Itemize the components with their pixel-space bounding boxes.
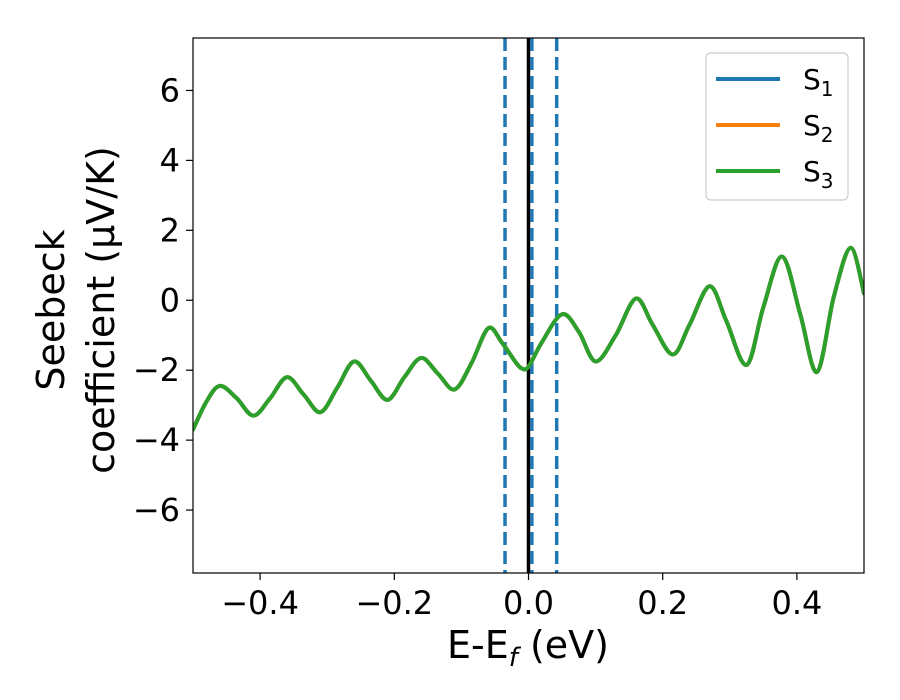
- y-tick-label: −4: [133, 421, 180, 459]
- y-axis-label-line2: coefficient (μV/K): [79, 146, 123, 474]
- y-tick-label: 6: [160, 71, 180, 109]
- y-axis-ticks: −6 −4 −2 0 2 4 6: [133, 71, 193, 529]
- y-tick-label: 2: [160, 211, 180, 249]
- legend-label-s1: S1: [803, 63, 834, 101]
- series-line-s3: [193, 245, 864, 432]
- y-axis-label-line1: Seebeck: [29, 229, 73, 390]
- x-tick-label: 0.0: [503, 584, 554, 622]
- legend-label-s2: S2: [803, 109, 834, 147]
- y-tick-label: 0: [160, 281, 180, 319]
- x-tick-label: −0.2: [355, 584, 433, 622]
- y-tick-label: 4: [160, 141, 180, 179]
- y-tick-label: −6: [133, 491, 180, 529]
- x-tick-label: 0.4: [771, 584, 822, 622]
- x-tick-label: −0.4: [221, 584, 299, 622]
- x-axis-label: E-Ef (eV): [447, 623, 609, 673]
- y-tick-label: −2: [133, 351, 180, 389]
- legend-label-s3: S3: [803, 155, 834, 193]
- x-tick-label: 0.2: [637, 584, 688, 622]
- reference-lines: [503, 38, 559, 573]
- y-axis-label: Seebeck coefficient (μV/K): [29, 146, 123, 474]
- series-lines: [193, 245, 864, 432]
- x-axis-ticks: −0.4 −0.2 0.0 0.2 0.4: [221, 573, 822, 622]
- legend: S1 S2 S3: [705, 52, 849, 201]
